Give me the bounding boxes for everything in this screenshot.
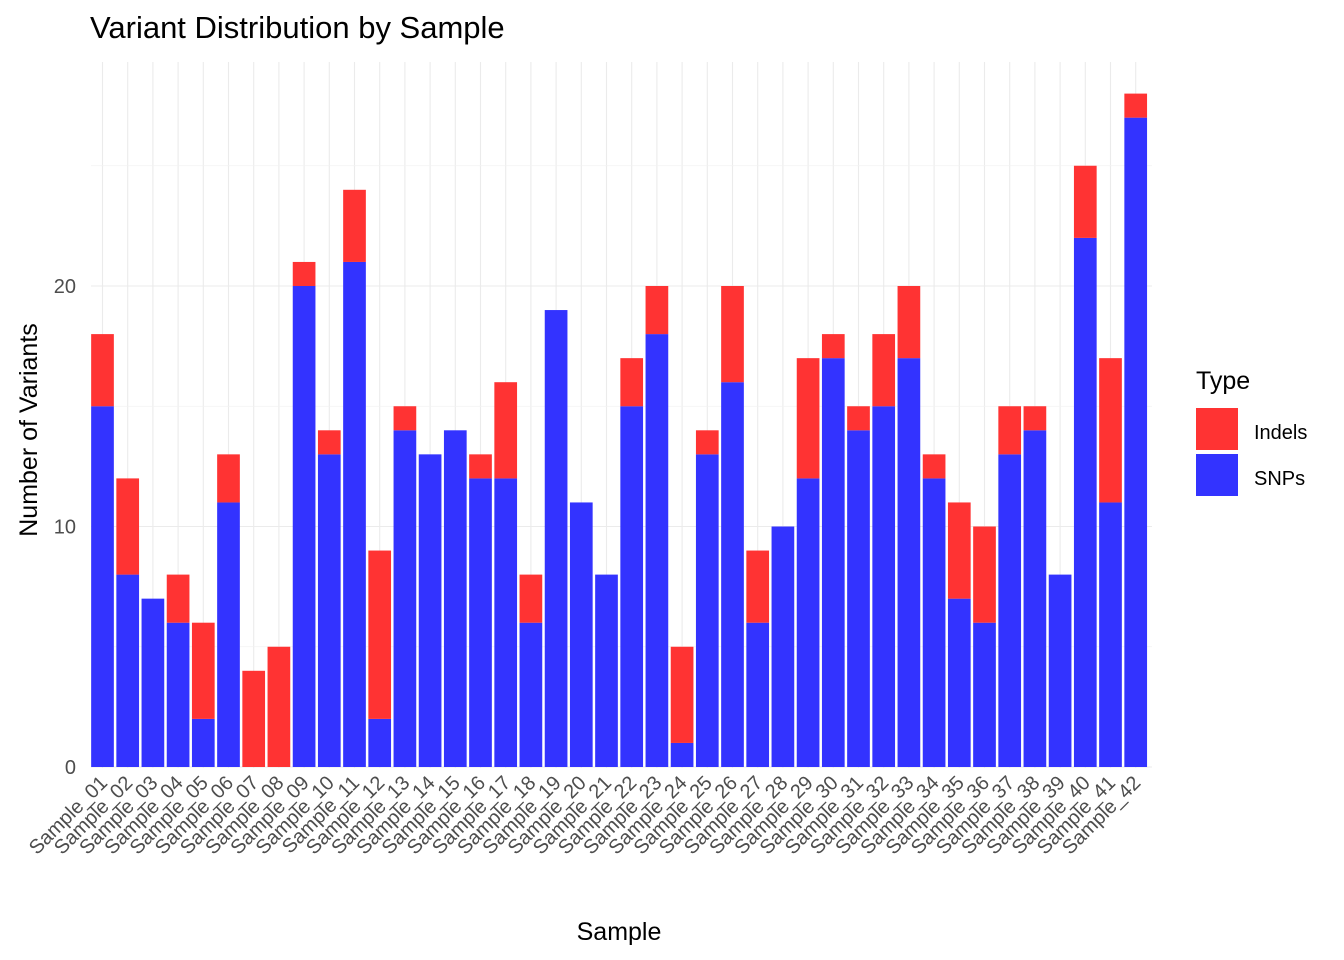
bar-indels-sample-25: [695, 430, 719, 455]
bar-snps-sample-17: [494, 478, 518, 767]
x-axis-label: Sample: [577, 918, 662, 946]
bar-indels-sample-06: [217, 454, 240, 503]
bar-snps-sample-29: [796, 478, 820, 767]
bar-indels-sample-09: [292, 261, 316, 286]
bar-indels-sample-17: [494, 382, 518, 479]
x-axis-ticks: Sample_01Sample_02Sample_03Sample_04Samp…: [25, 772, 1145, 859]
bar-snps-sample-10: [317, 454, 341, 767]
bar-snps-sample-30: [821, 358, 845, 767]
bar-snps-sample-04: [166, 622, 190, 767]
bar-snps-sample-20: [569, 502, 593, 767]
bar-snps-sample-28: [771, 526, 795, 767]
legend-key-snps: [1196, 454, 1238, 496]
y-axis-label: Number of Variants: [15, 323, 43, 537]
y-tick-label: 0: [65, 757, 76, 779]
bar-indels-sample-38: [1023, 406, 1047, 431]
bar-snps-sample-26: [721, 382, 744, 767]
bar-indels-sample-26: [721, 286, 744, 383]
bar-indels-sample-16: [469, 454, 492, 479]
bar-indels-sample-29: [796, 358, 820, 479]
bar-snps-sample-39: [1048, 574, 1072, 767]
bar-indels-sample-05: [191, 622, 215, 719]
bar-indels-sample-36: [973, 526, 996, 623]
bars-layer: [91, 93, 1148, 767]
bar-indels-sample-32: [872, 334, 896, 407]
bar-snps-sample-18: [519, 622, 543, 767]
legend-title: Type: [1196, 367, 1250, 395]
bar-snps-sample-25: [695, 454, 719, 767]
bar-snps-sample-12: [368, 718, 392, 767]
bar-snps-sample-22: [620, 406, 644, 767]
bar-indels-sample-02: [116, 478, 140, 575]
bar-snps-sample-15: [443, 430, 467, 767]
bar-indels-sample-35: [947, 502, 971, 599]
bar-snps-sample-38: [1023, 430, 1047, 767]
bar-snps-sample-34: [922, 478, 946, 767]
bar-snps-sample-40: [1073, 237, 1097, 767]
bar-snps-sample-36: [973, 622, 996, 767]
bar-snps-sample-14: [418, 454, 442, 767]
bar-snps-sample-02: [116, 574, 140, 767]
bar-indels-sample-40: [1073, 165, 1097, 238]
bar-indels-sample-12: [368, 550, 392, 719]
bar-indels-sample-22: [620, 358, 644, 407]
bar-snps-sample-19: [544, 310, 568, 767]
bar-snps-sample-05: [191, 718, 215, 767]
bar-indels-sample-23: [645, 286, 669, 335]
bar-indels-sample-07: [242, 670, 266, 767]
legend-key-indels: [1196, 408, 1238, 450]
bar-indels-sample-31: [847, 406, 870, 431]
bar-snps-sample-06: [217, 502, 240, 767]
chart-title: Variant Distribution by Sample: [90, 10, 505, 45]
bar-snps-sample-37: [998, 454, 1022, 767]
bar-indels-sample-10: [317, 430, 341, 455]
bar-indels-sample-08: [267, 646, 291, 767]
bar-snps-sample-03: [141, 598, 165, 767]
bar-indels-sample-01: [91, 334, 114, 407]
bar-snps-sample-11: [343, 261, 366, 767]
bar-indels-sample-42: [1124, 93, 1148, 118]
bar-indels-sample-37: [998, 406, 1022, 455]
legend-label-snps: SNPs: [1254, 468, 1305, 490]
bar-indels-sample-11: [343, 189, 366, 262]
bar-indels-sample-18: [519, 574, 543, 623]
bar-snps-sample-32: [872, 406, 896, 767]
bar-snps-sample-41: [1099, 502, 1122, 767]
bar-indels-sample-04: [166, 574, 190, 623]
bar-snps-sample-01: [91, 406, 114, 767]
bar-snps-sample-09: [292, 286, 316, 767]
bar-snps-sample-13: [393, 430, 417, 767]
legend: Type Indels SNPs: [1196, 367, 1307, 496]
bar-snps-sample-27: [746, 622, 770, 767]
bar-indels-sample-27: [746, 550, 770, 623]
bar-indels-sample-30: [821, 334, 845, 359]
bar-snps-sample-31: [847, 430, 870, 767]
bar-snps-sample-33: [897, 358, 921, 767]
bar-snps-sample-35: [947, 598, 971, 767]
bar-snps-sample-42: [1124, 117, 1148, 767]
bar-snps-sample-23: [645, 334, 669, 767]
y-tick-label: 20: [54, 276, 76, 298]
bar-indels-sample-13: [393, 406, 417, 431]
bar-indels-sample-24: [670, 646, 694, 743]
bar-snps-sample-21: [595, 574, 618, 767]
bar-indels-sample-33: [897, 286, 921, 359]
bar-snps-sample-24: [670, 742, 694, 767]
y-axis-ticks: 0 10 20: [54, 276, 76, 779]
legend-label-indels: Indels: [1254, 422, 1307, 444]
bar-indels-sample-41: [1099, 358, 1122, 503]
bar-snps-sample-16: [469, 478, 492, 767]
bar-indels-sample-34: [922, 454, 946, 479]
y-tick-label: 10: [54, 517, 76, 539]
